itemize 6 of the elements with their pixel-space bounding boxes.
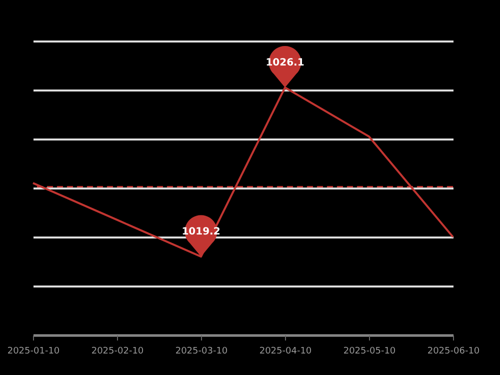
x-tick-label: 2025-05-10 — [343, 346, 396, 356]
x-tick-label: 2025-03-10 — [175, 346, 228, 356]
x-tick-label: 2025-02-10 — [91, 346, 144, 356]
x-tick-label: 2025-01-10 — [7, 346, 60, 356]
x-tick-label: 2025-04-10 — [259, 346, 312, 356]
x-tick-label: 2025-06-10 — [427, 346, 480, 356]
